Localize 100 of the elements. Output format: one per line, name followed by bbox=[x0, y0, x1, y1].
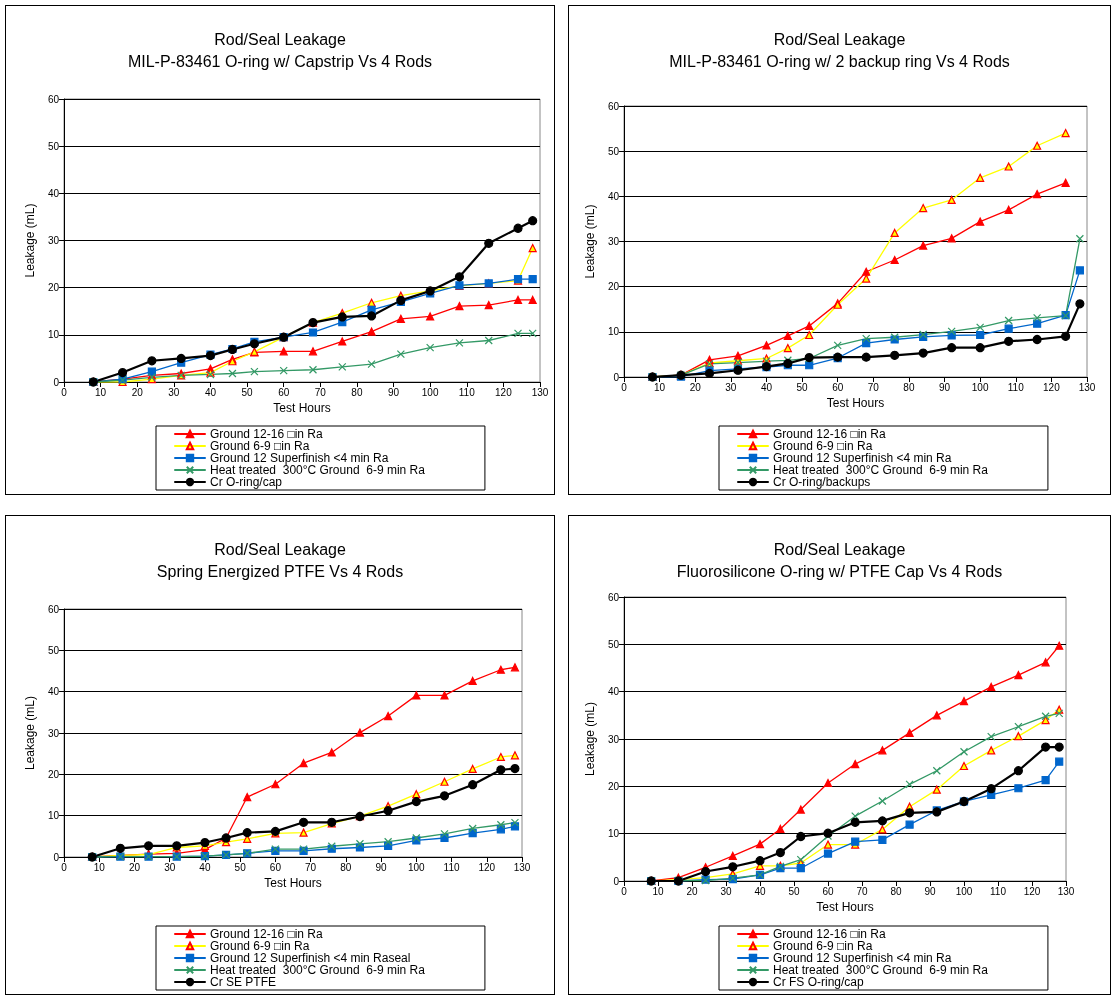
x-tick-label: 130 bbox=[513, 861, 531, 873]
y-tick-label: 40 bbox=[47, 187, 60, 199]
y-axis-title: Leakage (mL) bbox=[583, 204, 597, 279]
y-tick-label: 0 bbox=[613, 875, 620, 887]
x-axis-title: Test Hours bbox=[264, 875, 322, 890]
x-tick-label: 130 bbox=[1078, 381, 1096, 393]
y-tick-label: 20 bbox=[607, 281, 620, 293]
x-tick-label: 110 bbox=[443, 861, 460, 873]
legend-label: Ground 12-16 □in Ra bbox=[210, 427, 323, 441]
x-tick-label: 100 bbox=[971, 381, 989, 393]
x-tick-label: 50 bbox=[241, 386, 254, 398]
y-axis-title: Leakage (mL) bbox=[23, 695, 37, 771]
legend-label: Ground 6-9 □in Ra bbox=[210, 939, 310, 953]
y-tick-label: 30 bbox=[47, 235, 60, 246]
legend-label: Heat treated 300°C Ground 6-9 min Ra bbox=[210, 463, 426, 477]
x-tick-label: 80 bbox=[890, 885, 902, 897]
legend-label: Ground 12-16 □in Ra bbox=[773, 927, 886, 941]
legend-label: Ground 12 Superfinish <4 min Ra bbox=[773, 451, 952, 465]
x-tick-label: 60 bbox=[269, 861, 282, 873]
x-tick-label: 30 bbox=[164, 861, 176, 873]
legend-label: Ground 12 Superfinish <4 min Ra bbox=[773, 951, 952, 965]
x-axis-title: Test Hours bbox=[273, 400, 331, 415]
x-tick-label: 110 bbox=[990, 885, 1007, 897]
x-tick-label: 60 bbox=[832, 381, 844, 393]
legend-label: Ground 6-9 □in Ra bbox=[773, 439, 873, 453]
x-tick-label: 60 bbox=[822, 885, 834, 897]
x-tick-label: 20 bbox=[128, 861, 141, 873]
x-tick-label: 30 bbox=[168, 386, 180, 398]
x-tick-label: 50 bbox=[234, 861, 247, 873]
y-tick-label: 40 bbox=[47, 686, 60, 698]
x-tick-label: 20 bbox=[686, 885, 698, 897]
chart-title: Rod/Seal Leakage bbox=[773, 540, 906, 558]
chart-title: Rod/Seal Leakage bbox=[773, 30, 906, 48]
x-tick-label: 120 bbox=[1023, 885, 1041, 897]
x-tick-label: 90 bbox=[375, 861, 388, 873]
x-tick-label: 90 bbox=[938, 381, 951, 393]
x-tick-label: 100 bbox=[421, 386, 439, 398]
x-tick-label: 50 bbox=[796, 381, 809, 393]
y-tick-label: 30 bbox=[47, 727, 60, 739]
x-tick-label: 0 bbox=[61, 386, 68, 398]
x-tick-label: 120 bbox=[495, 386, 513, 398]
x-tick-label: 130 bbox=[1057, 885, 1075, 897]
x-tick-label: 100 bbox=[407, 861, 426, 873]
legend-label: Cr FS O-ring/cap bbox=[773, 975, 865, 989]
y-tick-label: 60 bbox=[47, 93, 60, 105]
legend-label: Ground 12-16 □in Ra bbox=[773, 427, 886, 441]
y-axis-title: Leakage (mL) bbox=[23, 203, 37, 278]
chart-title: Rod/Seal Leakage bbox=[214, 30, 346, 48]
legend-label: Cr O-ring/backups bbox=[773, 475, 871, 489]
x-tick-label: 90 bbox=[387, 386, 400, 398]
x-tick-label: 110 bbox=[458, 386, 476, 398]
y-tick-label: 60 bbox=[607, 100, 620, 112]
y-tick-label: 10 bbox=[607, 828, 620, 840]
y-tick-label: 50 bbox=[607, 638, 620, 650]
x-tick-label: 120 bbox=[1043, 381, 1061, 393]
legend-label: Ground 12 Superfinish <4 min Ra bbox=[210, 451, 389, 465]
x-axis-title: Test Hours bbox=[826, 395, 885, 410]
y-tick-label: 30 bbox=[607, 236, 620, 247]
x-tick-label: 0 bbox=[621, 885, 628, 897]
chart-subtitle: Fluorosilicone O-ring w/ PTFE Cap Vs 4 Rods bbox=[676, 562, 1003, 580]
x-tick-label: 0 bbox=[61, 861, 68, 873]
x-tick-label: 90 bbox=[924, 885, 936, 897]
y-tick-label: 50 bbox=[47, 644, 60, 656]
chart-subtitle: MIL-P-83461 O-ring w/ 2 backup ring Vs 4 Rods bbox=[669, 52, 1010, 70]
x-tick-label: 110 bbox=[1007, 381, 1025, 393]
y-tick-label: 20 bbox=[47, 768, 60, 780]
x-tick-label: 40 bbox=[204, 386, 217, 398]
x-tick-label: 40 bbox=[199, 861, 211, 873]
x-tick-label: 40 bbox=[754, 885, 766, 897]
y-tick-label: 10 bbox=[607, 326, 620, 338]
x-tick-label: 20 bbox=[689, 381, 702, 393]
y-tick-label: 50 bbox=[47, 140, 60, 152]
x-tick-label: 30 bbox=[725, 381, 737, 393]
legend-label: Heat treated 300°C Ground 6-9 min Ra bbox=[210, 963, 426, 977]
legend-label: Ground 12 Superfinish <4 min Raseal bbox=[210, 951, 411, 965]
chart-subtitle: Spring Energized PTFE Vs 4 Rods bbox=[156, 562, 404, 580]
y-tick-label: 30 bbox=[607, 733, 620, 745]
y-tick-label: 10 bbox=[47, 810, 60, 822]
y-axis-title: Leakage (mL) bbox=[583, 701, 597, 777]
x-tick-label: 10 bbox=[654, 381, 666, 393]
legend-label: Cr SE PTFE bbox=[210, 975, 277, 989]
y-tick-label: 40 bbox=[607, 190, 620, 202]
y-tick-label: 20 bbox=[47, 282, 60, 294]
y-tick-label: 10 bbox=[47, 329, 60, 341]
x-tick-label: 70 bbox=[867, 381, 880, 393]
y-tick-label: 60 bbox=[47, 603, 60, 615]
x-tick-label: 70 bbox=[305, 861, 317, 873]
chart-title: Rod/Seal Leakage bbox=[214, 540, 346, 558]
y-tick-label: 40 bbox=[607, 686, 620, 698]
x-tick-label: 70 bbox=[856, 885, 868, 897]
legend-label: Cr O-ring/cap bbox=[210, 475, 283, 489]
x-tick-label: 100 bbox=[955, 885, 973, 897]
legend-label: Heat treated 300°C Ground 6-9 min Ra bbox=[773, 963, 989, 977]
x-tick-label: 10 bbox=[652, 885, 664, 897]
legend-label: Heat treated 300°C Ground 6-9 min Ra bbox=[773, 463, 989, 477]
x-tick-label: 50 bbox=[788, 885, 800, 897]
x-tick-label: 0 bbox=[621, 381, 628, 393]
y-tick-label: 50 bbox=[607, 145, 620, 157]
x-tick-label: 10 bbox=[93, 861, 106, 873]
x-tick-label: 80 bbox=[351, 386, 363, 398]
